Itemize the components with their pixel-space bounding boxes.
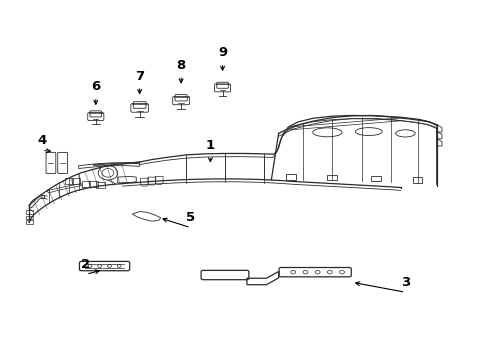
Text: 7: 7 bbox=[135, 69, 144, 82]
Text: 8: 8 bbox=[176, 59, 185, 72]
Text: 4: 4 bbox=[38, 134, 47, 147]
Text: 5: 5 bbox=[186, 211, 195, 224]
Text: 9: 9 bbox=[218, 46, 226, 59]
Text: 3: 3 bbox=[400, 276, 409, 289]
Text: 1: 1 bbox=[205, 139, 215, 152]
Text: 6: 6 bbox=[91, 80, 100, 93]
Text: 2: 2 bbox=[81, 258, 90, 271]
